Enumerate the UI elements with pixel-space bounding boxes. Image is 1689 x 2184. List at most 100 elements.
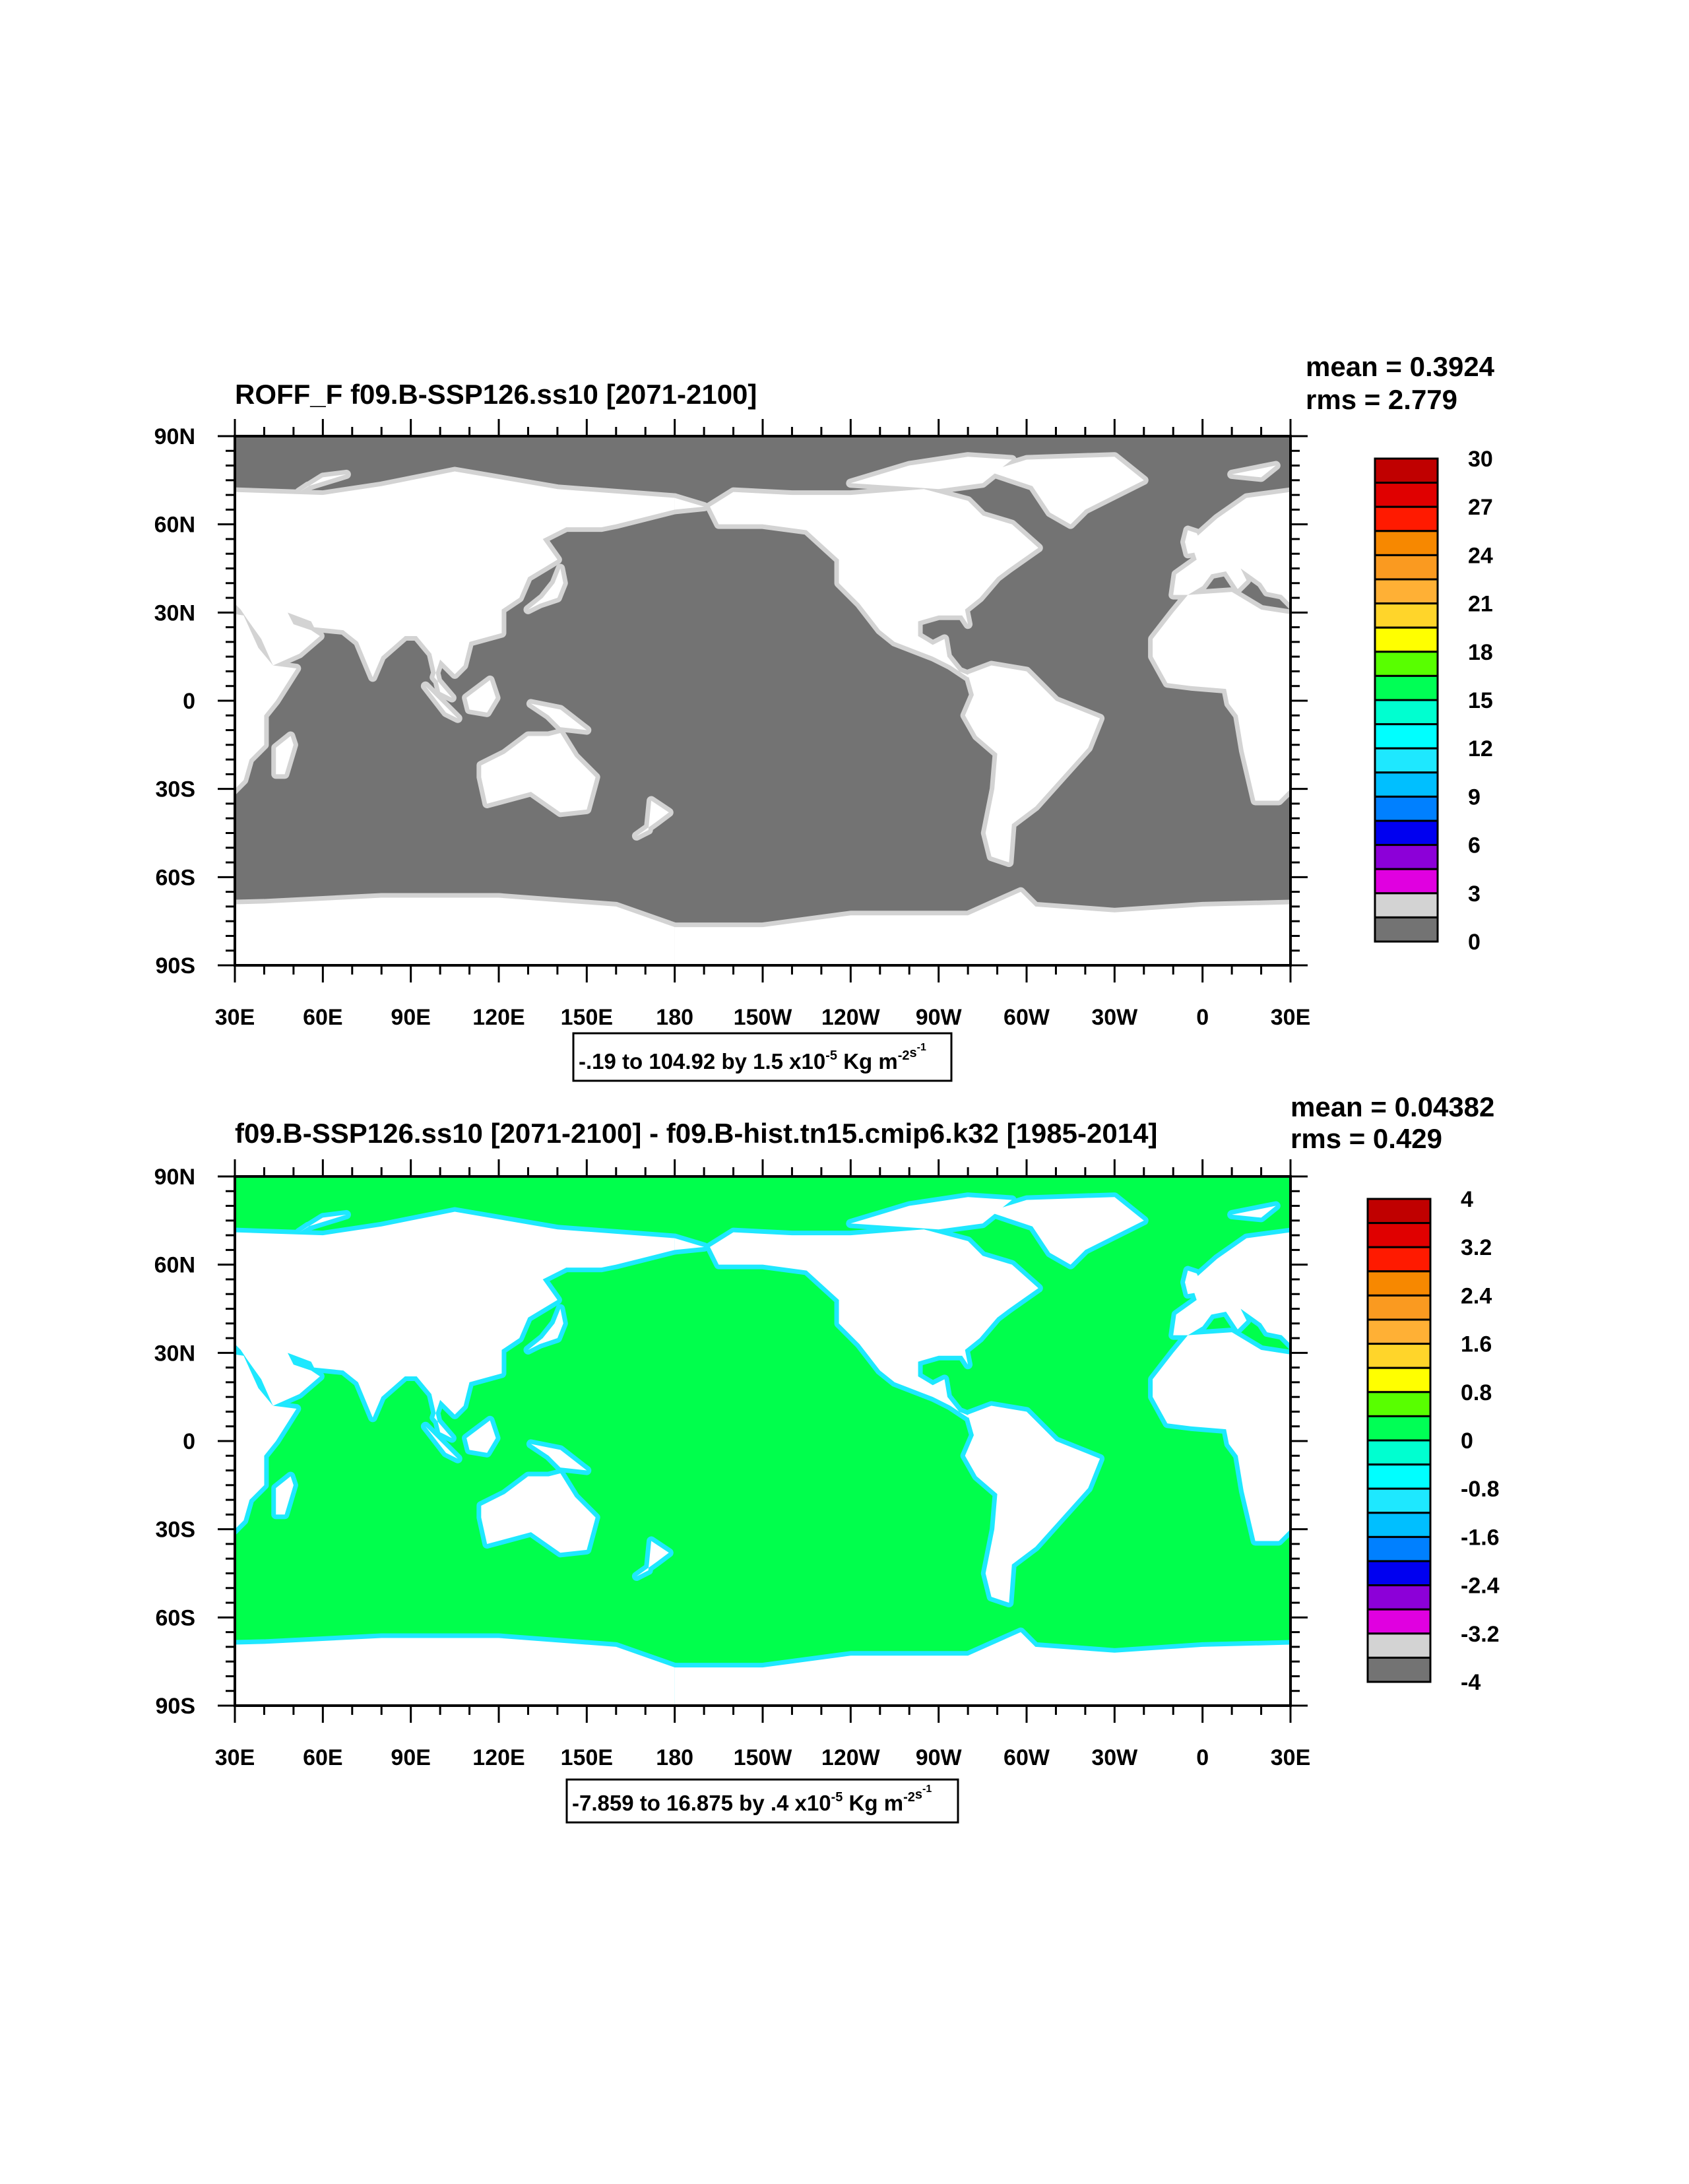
colorbar-swatch (1374, 819, 1439, 847)
y-tick-label: 60S (156, 865, 196, 890)
y-tick-label: 30S (156, 1518, 196, 1543)
colorbar-label: 21 (1468, 592, 1493, 617)
map-area (0, 1176, 1651, 1706)
y-tick-label: 30S (156, 777, 196, 802)
y-tick-label: 90N (154, 424, 195, 449)
colorbar-label: -1.6 (1461, 1525, 1500, 1550)
landmass-north-america (710, 1229, 1038, 1418)
colorbar-label: -2.4 (1461, 1574, 1500, 1599)
y-tick-label: 60N (154, 1253, 195, 1278)
x-tick-label: 30W (1091, 1005, 1138, 1030)
range-info-box (572, 1032, 953, 1082)
coast-band-australia (1537, 1473, 1651, 1553)
colorbar-swatch (1366, 1512, 1432, 1538)
coast-band-greenland (0, 457, 88, 524)
coast-band-japan (1583, 569, 1618, 610)
landmass-uk (129, 530, 150, 554)
landmass-south-america (0, 666, 44, 863)
landmass-new-guinea (530, 1444, 587, 1471)
y-tick-label: 60N (154, 513, 195, 538)
landmass-new-guinea (1587, 703, 1642, 730)
landmass-antarctica (235, 1638, 675, 1706)
colorbar-swatch (1366, 1294, 1432, 1321)
landmass-new-guinea (530, 703, 587, 730)
colorbar-swatch (1366, 1439, 1432, 1466)
y-tick-label: 60S (156, 1605, 196, 1630)
colorbar-swatch (1374, 554, 1439, 581)
y-tick-label: 0 (183, 689, 195, 714)
range-info-box (565, 1778, 959, 1824)
colorbar-swatch (1366, 1366, 1432, 1394)
colorbar-label: 2.4 (1461, 1283, 1492, 1308)
coast-band-uk (129, 530, 150, 554)
colorbar-swatch (1366, 1198, 1432, 1225)
landmass-sumatra (425, 686, 458, 719)
colorbar-swatch (1374, 651, 1439, 677)
landmass-borneo (1522, 1421, 1551, 1453)
landmass-south-america (965, 665, 1100, 863)
landmass-svalbard (176, 1206, 220, 1218)
panel-top-roff-f: ROFF_F f09.B-SSP126.ss10 [2071-2100] mea… (0, 351, 1642, 1082)
landmass-madagascar (1331, 1476, 1349, 1514)
colorbar-label: 18 (1468, 640, 1493, 665)
x-tick-label: 60W (1004, 1745, 1050, 1770)
plot-title: ROFF_F f09.B-SSP126.ss10 [2071-2100] (235, 379, 757, 410)
landmass-australia (481, 733, 596, 813)
x-tick-label: 150W (734, 1745, 793, 1770)
colorbar-swatch (1366, 1222, 1432, 1248)
colorbar-swatch (1374, 505, 1439, 532)
colorbar-swatch (1374, 457, 1439, 484)
colorbar-swatch (1366, 1608, 1432, 1635)
colorbar-swatch (1366, 1391, 1432, 1417)
colorbar-label: 15 (1468, 688, 1493, 713)
colorbar-label: 0 (1468, 930, 1481, 955)
x-tick-label: 180 (656, 1005, 693, 1030)
landmass-eurasia (1173, 1232, 1291, 1344)
coast-band-greenland (0, 1197, 88, 1264)
x-tick-label: 90E (391, 1005, 431, 1030)
colorbar-swatch (1374, 916, 1439, 943)
x-tick-label: 120W (821, 1745, 881, 1770)
colorbar-label: 4 (1461, 1187, 1473, 1212)
x-tick-label: 60W (1004, 1005, 1050, 1030)
colorbar-swatch (1366, 1560, 1432, 1587)
x-tick-label: 180 (656, 1745, 693, 1770)
landmass-arctic-islands (850, 457, 1012, 490)
coast-band-svalbard (176, 1206, 220, 1218)
landmass-australia (1537, 1473, 1651, 1553)
x-tick-label: 120E (472, 1745, 525, 1770)
coast-band-madagascar (1331, 736, 1349, 774)
colorbar-swatch (1374, 795, 1439, 822)
landmass-africa (235, 614, 297, 789)
landmass-svalbard (1232, 465, 1276, 478)
colorbar-swatch (1366, 1246, 1432, 1273)
colorbar-swatch (1374, 723, 1439, 750)
colorbar-label: 0.8 (1461, 1380, 1492, 1405)
landmass-madagascar (276, 736, 294, 775)
landmass-south-america (965, 1405, 1100, 1603)
landmass-uk (1185, 1270, 1206, 1295)
landmass-africa (235, 1354, 297, 1529)
landmass-new-guinea (1587, 1444, 1642, 1470)
coast-band-south-america (0, 666, 44, 863)
landmass-greenland (0, 457, 88, 524)
landmass-new-zealand (636, 800, 669, 836)
landmass-sumatra (425, 1426, 458, 1459)
landmass-antarctica (674, 1632, 1291, 1706)
colorbar-label: 30 (1468, 447, 1493, 472)
y-tick-label: 30N (154, 1341, 195, 1366)
landmass-japan (1583, 569, 1618, 610)
colorbar-label: 1.6 (1461, 1332, 1492, 1357)
colorbar-swatch (1374, 530, 1439, 556)
x-tick-label: 30E (215, 1745, 255, 1770)
colorbar-swatch (1366, 1318, 1432, 1345)
colorbar-swatch (1374, 747, 1439, 774)
x-tick-label: 0 (1196, 1005, 1209, 1030)
y-tick-label: 0 (183, 1429, 195, 1454)
landmass-uk (1185, 530, 1206, 554)
colorbar-label: 27 (1468, 495, 1493, 520)
colorbar-label: 24 (1468, 543, 1493, 568)
landmass-svalbard (176, 466, 220, 478)
